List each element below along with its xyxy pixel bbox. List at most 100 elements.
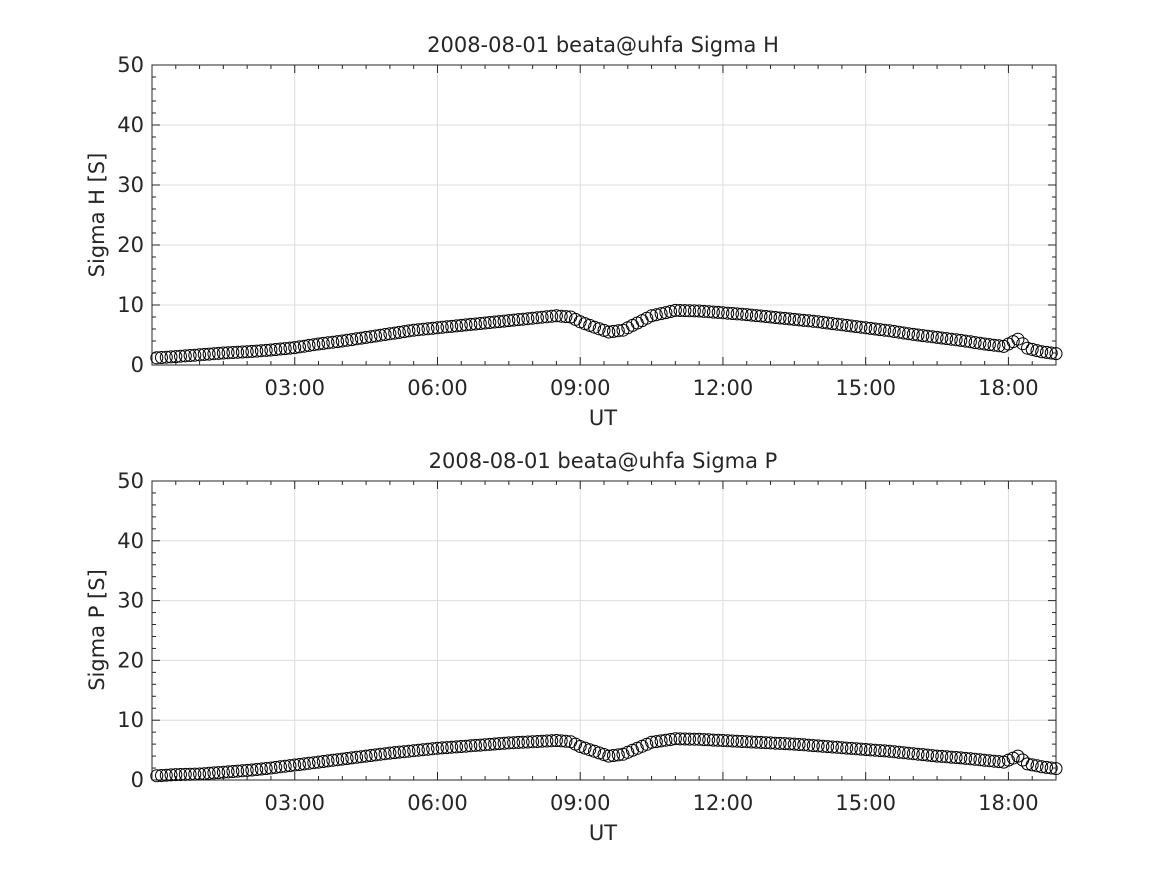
- sigma-h-data-point: [416, 322, 430, 336]
- sigma-p-data-point: [221, 765, 235, 779]
- sigma-h-data-point: [902, 327, 915, 341]
- sigma-p-data-point: [678, 732, 692, 746]
- sigma-p-data-point: [331, 753, 345, 767]
- sigma-h-data-point: [388, 326, 402, 340]
- sigma-h-data-point: [683, 304, 697, 318]
- sigma-h-data-point: [435, 320, 449, 334]
- sigma-p-data-point: [683, 732, 697, 746]
- sigma-p-data-point: [274, 760, 287, 774]
- sigma-h-data-point: [716, 306, 730, 320]
- sigma-h-data-point: [231, 345, 245, 359]
- sigma-h-data-point: [159, 350, 173, 364]
- sigma-h-data-point: [464, 317, 478, 331]
- sigma-p-data-point: [949, 751, 963, 764]
- sigma-p-axes: 2008-08-01 beata@uhfa Sigma P UT Sigma P…: [85, 449, 1063, 845]
- sigma-p-data-point: [730, 734, 744, 748]
- sigma-h-data-point: [478, 316, 492, 330]
- sigma-h-data-point: [806, 314, 820, 328]
- sigma-h-data-point: [1021, 341, 1034, 355]
- sigma-p-data-point: [269, 760, 283, 774]
- sigma-p-data-point: [378, 747, 392, 761]
- sigma-p-data-point: [840, 741, 854, 755]
- sigma-p-data-point: [354, 750, 368, 764]
- sigma-h-data-point: [635, 314, 649, 328]
- sigma-h-data-point: [207, 347, 221, 361]
- sigma-h-data-point: [854, 320, 868, 334]
- sigma-h-data-point: [702, 305, 716, 319]
- sigma-h-x-tick-label: 15:00: [835, 376, 896, 400]
- sigma-h-data-point: [169, 350, 183, 364]
- sigma-h-data-point: [978, 337, 992, 351]
- sigma-p-data-point: [530, 735, 544, 748]
- sigma-h-data-point: [473, 317, 487, 330]
- sigma-h-data-point: [749, 309, 763, 323]
- sigma-h-data-point: [150, 351, 164, 365]
- sigma-p-data-point: [859, 743, 873, 756]
- sigma-p-data-point: [649, 735, 663, 749]
- sigma-h-data-point: [307, 338, 321, 352]
- sigma-h-data-point: [887, 325, 901, 338]
- sigma-h-data-point: [626, 318, 639, 332]
- sigma-p-data-point: [321, 754, 335, 768]
- sigma-h-data-point: [250, 344, 264, 358]
- sigma-p-data-point: [897, 746, 911, 760]
- sigma-h-data-point: [726, 307, 739, 320]
- sigma-p-data-point: [335, 752, 349, 766]
- sigma-h-data-point: [335, 334, 349, 348]
- sigma-p-data-point: [792, 738, 806, 751]
- sigma-h-data-point: [754, 309, 768, 323]
- sigma-p-data-point: [288, 758, 302, 772]
- sigma-h-data-point: [1049, 347, 1063, 361]
- sigma-p-data-point: [1044, 761, 1058, 775]
- sigma-h-data-point: [483, 316, 497, 329]
- sigma-p-data-point: [959, 751, 973, 765]
- sigma-h-data-point: [840, 318, 854, 332]
- sigma-h-data-point: [1025, 342, 1039, 356]
- sigma-h-data-point: [773, 311, 787, 325]
- sigma-p-data-point: [787, 737, 801, 751]
- sigma-h-data-point: [193, 348, 207, 362]
- sigma-p-data-point: [854, 742, 868, 756]
- sigma-h-data-point: [816, 315, 830, 329]
- sigma-h-data-point: [711, 305, 725, 319]
- sigma-h-data-point: [940, 332, 954, 346]
- sigma-h-data-point: [792, 313, 806, 327]
- sigma-p-data-point: [502, 736, 516, 750]
- sigma-p-data-point: [231, 764, 245, 778]
- sigma-p-data-point: [188, 767, 202, 781]
- sigma-h-data-point: [440, 320, 454, 334]
- sigma-h-data-point: [174, 349, 187, 363]
- sigma-p-data-point: [902, 746, 915, 760]
- sigma-h-data-point: [911, 328, 925, 342]
- sigma-h-x-tick-label: 18:00: [978, 376, 1039, 400]
- sigma-h-title: 2008-08-01 beata@uhfa Sigma H: [427, 33, 779, 57]
- sigma-p-data-point: [216, 765, 230, 779]
- sigma-h-data-point: [668, 303, 682, 317]
- sigma-p-data-point: [469, 738, 482, 752]
- sigma-p-data-point: [497, 736, 511, 750]
- sigma-h-data-point: [269, 343, 283, 356]
- sigma-p-data-point: [435, 741, 449, 755]
- sigma-p-x-tick-label: 06:00: [407, 791, 468, 815]
- sigma-p-frame: [151, 480, 1057, 781]
- sigma-h-data-point: [445, 319, 459, 333]
- sigma-h-data-point: [411, 323, 425, 337]
- sigma-p-data-point: [583, 743, 597, 757]
- sigma-h-y-tick-label: 10: [117, 293, 144, 317]
- sigma-h-data-point: [602, 325, 616, 339]
- sigma-p-data-point: [573, 740, 587, 753]
- sigma-p-data-point: [259, 762, 273, 775]
- sigma-p-data-point: [155, 769, 168, 782]
- sigma-p-data-point: [245, 763, 259, 777]
- sigma-p-y-tick-label: 50: [117, 469, 144, 493]
- sigma-p-data-point: [254, 762, 268, 776]
- sigma-p-data-point: [545, 734, 559, 748]
- sigma-p-data-point: [597, 748, 611, 761]
- sigma-p-data-point: [754, 735, 768, 749]
- sigma-h-data-point: [830, 317, 844, 331]
- sigma-p-data-point: [687, 732, 701, 746]
- sigma-p-data-point: [873, 744, 887, 758]
- sigma-h-axes: 2008-08-01 beata@uhfa Sigma H UT Sigma H…: [85, 33, 1063, 430]
- sigma-p-data-point: [1049, 762, 1063, 776]
- sigma-p-data-point: [925, 749, 939, 763]
